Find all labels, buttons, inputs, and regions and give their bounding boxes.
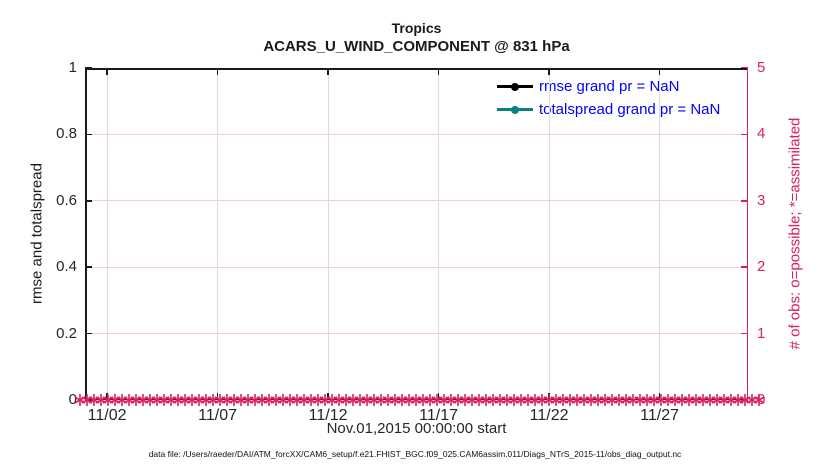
axis-spine-top [85, 68, 748, 70]
y-right-tick-label: 1 [757, 324, 766, 342]
vertical-gridline [548, 68, 550, 400]
x-tick-top [437, 68, 440, 75]
x-tick-top [106, 68, 108, 75]
y-right-tick [741, 200, 748, 202]
asterisk-markers [74, 394, 765, 406]
x-tick-label: 11/12 [308, 407, 348, 424]
x-axis-label: Nov.01,2015 00:00:00 start [326, 420, 507, 437]
vertical-gridline [217, 68, 219, 400]
horizontal-gridline [85, 333, 748, 335]
y-right-tick-label: 3 [757, 191, 766, 209]
vertical-gridline [438, 68, 440, 400]
vertical-gridline [659, 68, 661, 400]
y-right-tick-label: 2 [757, 258, 766, 276]
y-left-tick-label: 0.2 [56, 324, 77, 342]
axis-spine-right [746, 68, 748, 400]
legend-line-marker-icon [497, 80, 533, 94]
legend-entry: rmse grand pr = NaN [497, 76, 720, 97]
vertical-gridline [327, 68, 329, 400]
y-left-tick-label: 0.4 [56, 258, 77, 276]
legend-line-marker-icon [497, 103, 533, 117]
y-left-tick-label: 0.8 [56, 125, 77, 143]
y-left-tick [85, 200, 92, 202]
x-tick-label: 11/22 [529, 407, 569, 424]
vertical-gridline [106, 68, 108, 400]
y-right-tick-label: 5 [757, 59, 766, 76]
x-tick-label: 11/02 [87, 407, 127, 424]
y-left-tick [85, 266, 92, 268]
horizontal-gridline [85, 200, 748, 202]
axis-spine-left [85, 68, 87, 400]
x-tick-label: 11/17 [419, 407, 459, 424]
x-tick-label: 11/27 [640, 407, 680, 424]
x-tick-top [548, 68, 550, 75]
x-tick-bottom [327, 393, 329, 400]
data-file-caption: data file: /Users/raeder/DAI/ATM_forcXX/… [148, 449, 682, 459]
legend-label: rmse grand pr = NaN [539, 78, 680, 95]
plot-area: rmse grand pr = NaN totalspread grand pr … [56, 59, 765, 424]
y-right-tick-label: 4 [757, 125, 766, 143]
y-left-tick-label: 0.6 [56, 191, 77, 209]
x-tick-label: 11/07 [198, 407, 238, 424]
y-left-tick [85, 332, 92, 335]
legend: rmse grand pr = NaN totalspread grand pr … [497, 76, 720, 120]
y-right-tick [741, 266, 748, 268]
y-left-tick [85, 133, 92, 136]
legend-label: totalspread grand pr = NaN [539, 101, 721, 118]
horizontal-gridline [85, 266, 748, 268]
x-tick-top [327, 68, 329, 75]
y-right-tick [741, 133, 748, 136]
x-tick-top [658, 68, 661, 75]
chart-subtitle: ACARS_U_WIND_COMPONENT @ 831 hPa [263, 38, 570, 55]
legend-entry: totalspread grand pr = NaN [497, 99, 720, 120]
x-tick-bottom [437, 393, 440, 400]
y-left-tick-label: 0 [68, 391, 77, 408]
obs-assimilated-marker-band [74, 394, 765, 406]
x-tick-top [216, 68, 219, 75]
horizontal-gridline [85, 133, 748, 135]
chart-title: Tropics [391, 20, 442, 36]
y-right-tick [741, 332, 748, 335]
x-tick-bottom [106, 393, 108, 400]
y-left-tick-label: 1 [68, 59, 77, 76]
x-tick-bottom [658, 393, 661, 400]
